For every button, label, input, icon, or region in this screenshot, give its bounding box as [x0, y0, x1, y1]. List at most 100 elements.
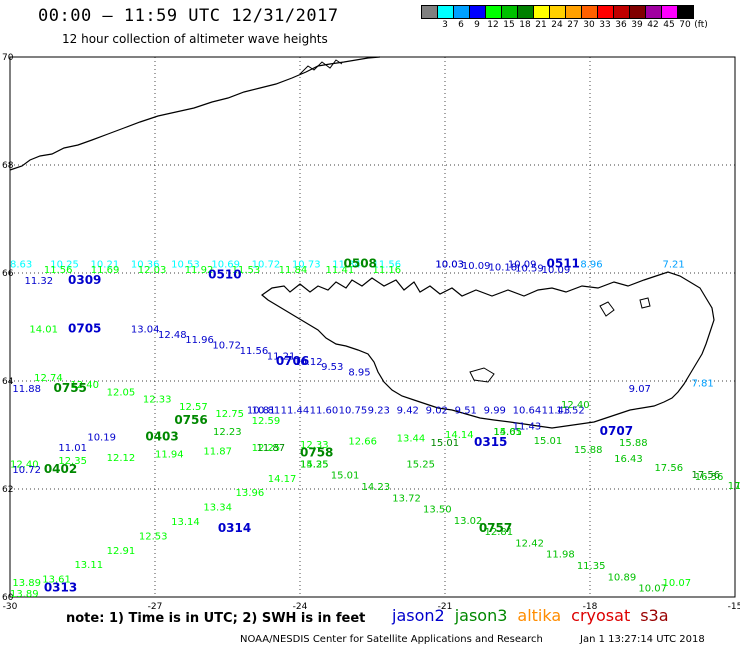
color-scale-label: 24 — [551, 20, 563, 30]
pass-time-label: 0309 — [68, 273, 101, 287]
pass-time-label: 0508 — [344, 257, 377, 271]
pass-time-label: 0314 — [218, 521, 251, 535]
swh-value-label: 7.21 — [663, 260, 685, 271]
swh-value-label: 9.42 — [397, 405, 419, 416]
iceland-coastline — [261, 271, 715, 429]
longitude-label: -27 — [148, 602, 163, 612]
swh-value-label: 12.81 — [485, 527, 514, 538]
swh-value-label: 15.25 — [300, 459, 329, 470]
swh-value-label: 16.43 — [614, 454, 643, 465]
swh-value-label: 15.01 — [431, 438, 460, 449]
graticule: 70 68 66 64 62 60-30 -27 -24 -21 -18 -15 — [2, 53, 740, 612]
iceland-lake-3 — [639, 297, 651, 309]
swh-value-label: 11.69 — [91, 265, 120, 276]
swh-value-label: 10.03 — [435, 260, 464, 271]
swh-value-label: 10.89 — [608, 572, 637, 583]
pass-time-label: 0707 — [600, 424, 633, 438]
swh-value-label: 11.53 — [232, 265, 261, 276]
swh-value-label: 15.01 — [493, 427, 522, 438]
swh-value-label: 13.02 — [454, 516, 483, 527]
swh-value-label: 11.60 — [310, 405, 339, 416]
swh-value-label: 9.02 — [426, 405, 448, 416]
swh-value-label: 12.25 — [252, 443, 281, 454]
latitude-label: 62 — [2, 485, 13, 495]
swh-value-label: 12.75 — [215, 409, 244, 420]
map-subtitle: 12 hour collection of altimeter wave hei… — [62, 32, 328, 46]
swh-value-label: 10.36 — [131, 260, 160, 271]
swh-value-label: 13.14 — [171, 517, 200, 528]
pass-time-labels: 0309 0510 0511 0508 0705 0706 0755 0756 0403 0402… — [12, 257, 740, 595]
pass-time-label: 0706 — [276, 354, 309, 368]
swh-value-label: 10.72 — [12, 465, 41, 476]
longitude-label: -21 — [438, 602, 453, 612]
swh-value-label: 13.34 — [203, 503, 232, 514]
pass-time-label: 0756 — [174, 413, 207, 427]
swh-color-scale-labels: 3 6 9 12 15 18 21 24 27 30 33 36 39 42 45 70 (ft) — [421, 20, 740, 32]
swh-value-label: 11.21 — [267, 351, 296, 362]
swh-value-label: 11.96 — [185, 335, 214, 346]
swh-value-label: 13.72 — [392, 493, 421, 504]
swh-value-label: 10.03 — [435, 260, 464, 271]
swh-value-label: 10.09 — [462, 261, 491, 272]
swh-value-label: 14.17 — [268, 474, 297, 485]
longitude-label: -15 — [728, 602, 740, 612]
swh-value-label: 11.41 — [326, 265, 355, 276]
swh-value-label: 10.81 — [247, 405, 276, 416]
pass-time-label: 0510 — [208, 267, 241, 281]
iceland-lake-2 — [599, 301, 615, 317]
swh-value-label: 9.23 — [368, 405, 390, 416]
pass-time-label: 0403 — [145, 429, 178, 443]
swh-value-label: 14.01 — [29, 324, 58, 335]
color-scale-label: 45 — [663, 20, 675, 30]
swh-value-label: 11.87 — [203, 446, 232, 457]
swh-value-label: 11.35 — [577, 561, 606, 572]
swh-value-label: 11.32 — [25, 276, 54, 287]
swh-value-label: 12.12 — [107, 453, 136, 464]
swh-value-label: 10.07 — [638, 584, 667, 595]
satellite-legend-entry: cryosat — [571, 606, 631, 625]
swh-value-label: 11.44 — [281, 405, 310, 416]
greenland-coastline-inlet — [299, 59, 343, 75]
swh-value-label: 12.23 — [213, 427, 242, 438]
color-scale-label: (ft) — [694, 20, 708, 30]
color-scale-label: 18 — [519, 20, 531, 30]
swh-value-label: 12.33 — [143, 395, 172, 406]
swh-value-label: 12.66 — [348, 437, 377, 448]
color-scale-label: 27 — [567, 20, 579, 30]
swh-value-label: 15.88 — [619, 438, 648, 449]
swh-value-label: 10.53 — [171, 260, 200, 271]
swh-value-label: 12.03 — [138, 265, 167, 276]
swh-value-label: 10.21 — [91, 260, 120, 271]
swh-value-label: 13.96 — [236, 488, 265, 499]
swh-value-label: 11.94 — [155, 450, 184, 461]
swh-value-label: 15.25 — [406, 459, 435, 470]
swh-value-label: 17.12 — [728, 481, 740, 492]
swh-value-label: 12.91 — [107, 546, 136, 557]
swh-value-label: 11.56 — [373, 260, 402, 271]
swh-value-label: 11.98 — [546, 550, 575, 561]
latitude-label: 70 — [2, 53, 14, 63]
color-scale-label: 9 — [474, 20, 480, 30]
swh-value-label: 10.75 — [339, 405, 368, 416]
swh-value-label: 11.88 — [12, 384, 41, 395]
swh-value-label: 12.53 — [139, 531, 168, 542]
swh-value-label: 12.33 — [300, 440, 329, 451]
pass-time-label: 0511 — [547, 257, 580, 271]
swh-value-label: 15.01 — [331, 471, 360, 482]
swh-value-label: 7.81 — [692, 378, 714, 389]
swh-value-label: 11.52 — [556, 405, 585, 416]
latitude-label: 64 — [2, 377, 14, 387]
color-scale-label: 33 — [599, 20, 611, 30]
swh-value-label: 10.09 — [508, 260, 537, 271]
pass-time-label: 0757 — [479, 521, 512, 535]
swh-value-label: 12.40 — [561, 400, 590, 411]
color-scale-label: 39 — [631, 20, 643, 30]
latitude-label: 66 — [2, 269, 14, 279]
latitude-label: 68 — [2, 161, 14, 171]
swh-value-label: 12.35 — [58, 456, 87, 467]
swh-value-label: 17.56 — [692, 470, 721, 481]
color-scale-label: 6 — [458, 20, 464, 30]
color-scale-label: 3 — [442, 20, 448, 30]
swh-value-label: 15.01 — [534, 436, 563, 447]
